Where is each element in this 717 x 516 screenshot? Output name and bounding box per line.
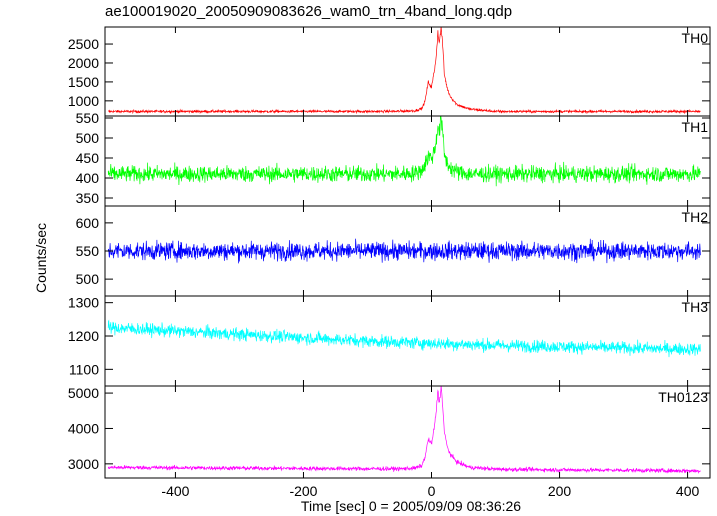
series-line-th1 bbox=[107, 116, 701, 187]
x-tick-label: -200 bbox=[289, 483, 317, 499]
panel-label-th0: TH0 bbox=[682, 30, 709, 46]
y-tick-label: 1100 bbox=[69, 361, 99, 377]
y-tick-label: 550 bbox=[76, 243, 100, 259]
panel-label-th3: TH3 bbox=[682, 299, 709, 315]
y-tick-label: 400 bbox=[76, 170, 100, 186]
series-line-th0123 bbox=[107, 386, 701, 474]
y-tick-label: 4000 bbox=[68, 420, 99, 436]
series-line-th2 bbox=[107, 238, 701, 264]
panel-label-th2: TH2 bbox=[682, 209, 709, 225]
y-tick-label: 1300 bbox=[68, 295, 99, 311]
panel-label-th0123: TH0123 bbox=[658, 389, 708, 405]
panel-frame-th1 bbox=[104, 115, 711, 207]
y-axis-label: Counts/sec bbox=[33, 222, 49, 294]
y-tick-label: 1000 bbox=[68, 93, 99, 109]
series-line-th0 bbox=[108, 27, 701, 115]
y-tick-label: 500 bbox=[76, 271, 100, 287]
panel-label-th1: TH1 bbox=[682, 119, 709, 135]
panel-frame-th0 bbox=[104, 26, 711, 117]
y-tick-label: 3000 bbox=[68, 456, 99, 472]
y-tick-label: 500 bbox=[76, 130, 100, 146]
x-tick-label: 200 bbox=[548, 483, 572, 499]
y-tick-label: 450 bbox=[76, 150, 100, 166]
y-tick-label: 1200 bbox=[68, 328, 99, 344]
y-tick-label: 550 bbox=[76, 110, 100, 126]
x-tick-label: 400 bbox=[676, 483, 700, 499]
y-tick-label: 5000 bbox=[68, 385, 99, 401]
y-tick-label: 600 bbox=[76, 215, 100, 231]
series-line-th3 bbox=[107, 319, 701, 358]
x-tick-label: 0 bbox=[428, 483, 436, 499]
y-tick-label: 350 bbox=[76, 190, 100, 206]
y-tick-label: 1500 bbox=[68, 74, 99, 90]
y-tick-label: 2500 bbox=[68, 36, 99, 52]
panel-frame-th0123 bbox=[104, 385, 711, 479]
x-axis-label: Time [sec] 0 = 2005/09/09 08:36:26 bbox=[300, 498, 522, 514]
y-tick-label: 2000 bbox=[68, 55, 99, 71]
chart-title: ae100019020_20050909083626_wam0_trn_4ban… bbox=[105, 3, 513, 20]
x-tick-label: -400 bbox=[161, 483, 189, 499]
